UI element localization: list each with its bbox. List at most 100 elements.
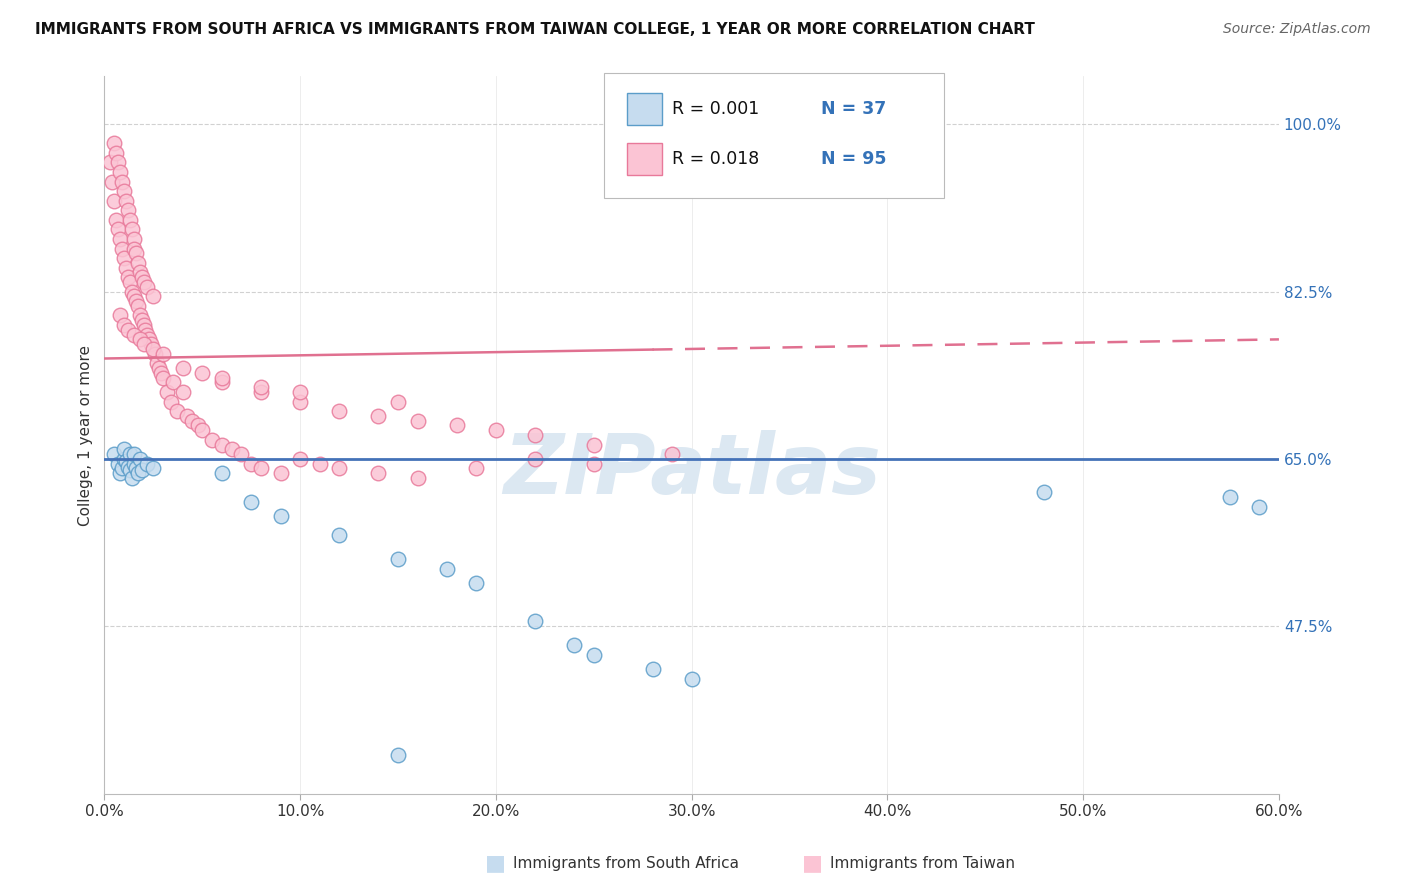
Point xyxy=(240,457,263,471)
Point xyxy=(138,332,160,346)
Point xyxy=(367,409,389,423)
Point xyxy=(108,232,131,246)
Point xyxy=(141,337,163,351)
Point xyxy=(191,423,214,437)
Point xyxy=(117,323,139,337)
Point xyxy=(524,428,547,442)
Point xyxy=(211,467,233,481)
Point xyxy=(132,318,155,332)
Point xyxy=(107,222,129,236)
Point xyxy=(367,467,389,481)
Point xyxy=(641,662,664,676)
Point xyxy=(105,212,128,227)
Point xyxy=(240,495,263,509)
Point xyxy=(122,232,145,246)
Point xyxy=(250,384,273,399)
Point xyxy=(387,552,409,566)
Point xyxy=(142,289,165,303)
Point xyxy=(136,327,159,342)
Point xyxy=(142,342,165,356)
Point xyxy=(125,294,148,309)
Point xyxy=(122,327,145,342)
Point xyxy=(112,251,135,265)
Text: ■: ■ xyxy=(801,854,823,873)
Point xyxy=(125,246,148,260)
Point xyxy=(108,467,131,481)
Point xyxy=(288,394,311,409)
Point xyxy=(118,447,141,461)
Point xyxy=(162,376,184,390)
Point xyxy=(118,463,141,477)
Point xyxy=(108,165,131,179)
Point xyxy=(112,451,135,466)
Point xyxy=(143,347,166,361)
Point xyxy=(582,437,605,451)
Point xyxy=(524,451,547,466)
Point xyxy=(446,418,468,433)
FancyBboxPatch shape xyxy=(627,93,662,125)
Point xyxy=(720,117,742,131)
Point xyxy=(172,384,194,399)
Point xyxy=(436,562,458,576)
Point xyxy=(270,467,292,481)
Point xyxy=(328,461,350,475)
Point xyxy=(211,437,233,451)
Point xyxy=(749,119,772,133)
Point xyxy=(112,442,135,457)
Text: IMMIGRANTS FROM SOUTH AFRICA VS IMMIGRANTS FROM TAIWAN COLLEGE, 1 YEAR OR MORE C: IMMIGRANTS FROM SOUTH AFRICA VS IMMIGRAN… xyxy=(35,22,1035,37)
Point xyxy=(191,366,214,380)
Point xyxy=(156,384,179,399)
Point xyxy=(1219,490,1241,504)
Point xyxy=(131,313,153,327)
Point xyxy=(1249,500,1271,514)
Point xyxy=(112,318,135,332)
Point xyxy=(181,414,204,428)
Point xyxy=(121,471,143,485)
Text: Source: ZipAtlas.com: Source: ZipAtlas.com xyxy=(1223,22,1371,37)
Point xyxy=(661,447,683,461)
FancyBboxPatch shape xyxy=(603,73,945,198)
Point xyxy=(485,423,508,437)
Point xyxy=(201,433,224,447)
Text: Immigrants from South Africa: Immigrants from South Africa xyxy=(513,856,740,871)
Point xyxy=(98,155,121,169)
Point xyxy=(187,418,209,433)
Point xyxy=(117,459,139,474)
Point xyxy=(465,576,488,591)
Point xyxy=(387,394,409,409)
Point xyxy=(148,361,170,376)
Point xyxy=(125,461,148,475)
Point xyxy=(108,309,131,323)
Point xyxy=(136,457,159,471)
Point xyxy=(103,194,125,208)
Point xyxy=(406,414,429,428)
Point xyxy=(288,451,311,466)
Point xyxy=(128,332,150,346)
Y-axis label: College, 1 year or more: College, 1 year or more xyxy=(79,344,93,525)
Point xyxy=(406,471,429,485)
Point xyxy=(127,299,149,313)
Point xyxy=(127,256,149,270)
Point xyxy=(211,370,233,384)
Point xyxy=(308,457,330,471)
Point xyxy=(105,145,128,160)
FancyBboxPatch shape xyxy=(627,143,662,175)
Point xyxy=(132,275,155,289)
Point xyxy=(211,376,233,390)
Point xyxy=(1033,485,1056,500)
Point xyxy=(115,194,138,208)
Text: ■: ■ xyxy=(485,854,506,873)
Point xyxy=(150,366,173,380)
Point xyxy=(111,175,134,189)
Point xyxy=(136,280,159,294)
Point xyxy=(132,337,155,351)
Point xyxy=(270,509,292,524)
Point xyxy=(107,457,129,471)
Point xyxy=(131,270,153,285)
Point xyxy=(152,347,174,361)
Point xyxy=(582,457,605,471)
Point xyxy=(122,289,145,303)
Point xyxy=(122,242,145,256)
Point xyxy=(118,212,141,227)
Point xyxy=(328,528,350,542)
